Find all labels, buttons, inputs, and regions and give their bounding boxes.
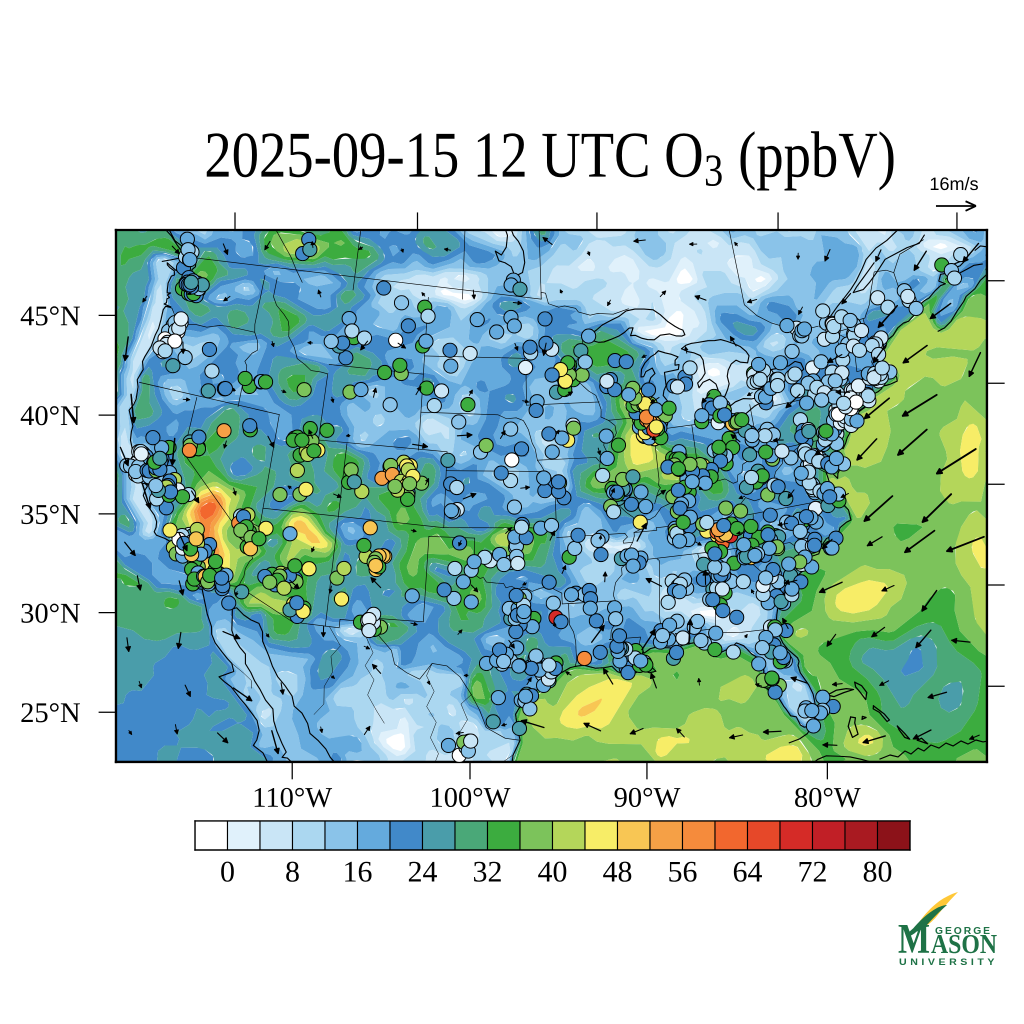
svg-text:GEORGE: GEORGE [935,925,992,937]
svg-text:M: M [898,917,930,963]
svg-text:UNIVERSITY: UNIVERSITY [899,957,998,967]
svg-text:ASON: ASON [931,929,997,959]
